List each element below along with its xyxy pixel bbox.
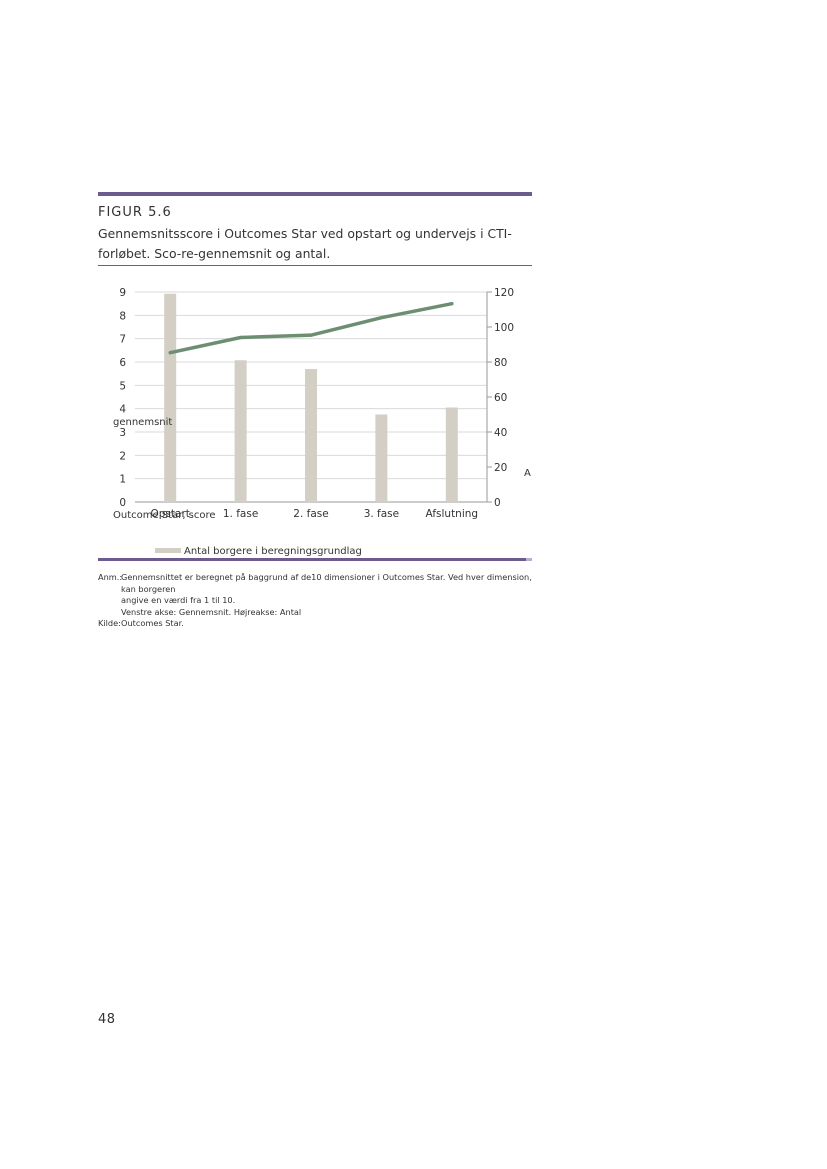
y-tick-label: 2 <box>119 450 126 462</box>
bar <box>305 369 317 502</box>
anm-line: Gennemsnittet er beregnet på baggrund af… <box>121 572 532 594</box>
line-series <box>168 301 454 355</box>
y-tick-label: 4 <box>119 404 126 416</box>
axis-labels: gennemsnit A Outcome Star, score <box>113 417 531 521</box>
y-tick-label: 6 <box>119 357 126 369</box>
y-tick-label: 1 <box>119 474 126 486</box>
chart: 0 1 2 3 4 5 6 7 8 9 0 20 40 60 80 100 120 Opstart 1. fase 2… <box>113 287 531 557</box>
x-tick-label: 3. fase <box>364 508 399 520</box>
kilde-text: Outcomes Star. <box>121 618 184 628</box>
line-point <box>168 351 172 355</box>
y-tick-label: 7 <box>119 334 126 346</box>
anm-key: Anm.: <box>98 572 123 582</box>
figure-title-rule <box>98 265 532 266</box>
legend-label-bars: Antal borgere i beregningsgrundlag <box>184 546 362 557</box>
legend-swatch-bars <box>155 548 181 553</box>
y-tick-label: 5 <box>119 380 126 392</box>
y2-axis-label: A <box>524 468 531 479</box>
kilde-note: Kilde: Outcomes Star. <box>98 618 534 630</box>
anm-line: Venstre akse: Gennemsnit. Højreakse: Ant… <box>121 606 302 617</box>
y2-tick-label: 120 <box>494 287 514 299</box>
y-axis-label: gennemsnit <box>113 417 172 428</box>
y2-tick-label: 40 <box>494 427 507 439</box>
y2-tick-label: 60 <box>494 392 507 404</box>
figure-top-rule <box>98 192 532 196</box>
bar <box>164 293 177 502</box>
x-tick-label: 1. fase <box>223 508 258 520</box>
anm-lines: Gennemsnittet er beregnet på baggrund af… <box>121 572 534 618</box>
anm-line: angive en værdi fra 1 til 10. <box>121 595 236 605</box>
bar-series <box>164 293 458 502</box>
y-tick-label: 9 <box>119 287 126 299</box>
line-series-name: Outcome Star, score <box>113 510 216 521</box>
page-number: 48 <box>98 1012 116 1027</box>
line-point <box>239 335 243 340</box>
kilde-key: Kilde: <box>98 618 121 628</box>
line-point <box>309 333 313 337</box>
figure-bottom-rule-end <box>526 558 532 561</box>
figure-notes: Anm.: Gennemsnittet er beregnet på baggr… <box>98 572 534 630</box>
legend: Antal borgere i beregningsgrundlag <box>155 546 362 557</box>
y2-tick-label: 80 <box>494 357 507 369</box>
y2-tick-label: 0 <box>494 497 501 509</box>
series-line <box>168 301 454 355</box>
x-tick-label: Opstart <box>151 508 190 520</box>
figure-bottom-rule <box>98 558 532 561</box>
y-tick-label: 0 <box>119 497 126 509</box>
bar <box>375 414 388 502</box>
line-point <box>450 302 454 306</box>
x-tick-label: Afslutning <box>426 508 479 520</box>
y-tick-label: 3 <box>119 427 126 439</box>
figure-title: Gennemsnitsscore i Outcomes Star ved ops… <box>98 226 512 261</box>
bar <box>445 407 458 502</box>
figure-label: FIGUR 5.6 <box>98 205 172 220</box>
line-point <box>379 316 383 320</box>
bar <box>234 360 247 502</box>
x-tick-label: 2. fase <box>293 508 328 520</box>
y2-tick-label: 20 <box>494 462 507 474</box>
y-tick-label: 8 <box>119 310 126 322</box>
y2-tick-label: 100 <box>494 322 514 334</box>
axes: 0 1 2 3 4 5 6 7 8 9 0 20 40 60 80 100 120 Opstart 1. fase 2… <box>119 287 514 520</box>
anm-note: Anm.: Gennemsnittet er beregnet på baggr… <box>98 572 534 618</box>
